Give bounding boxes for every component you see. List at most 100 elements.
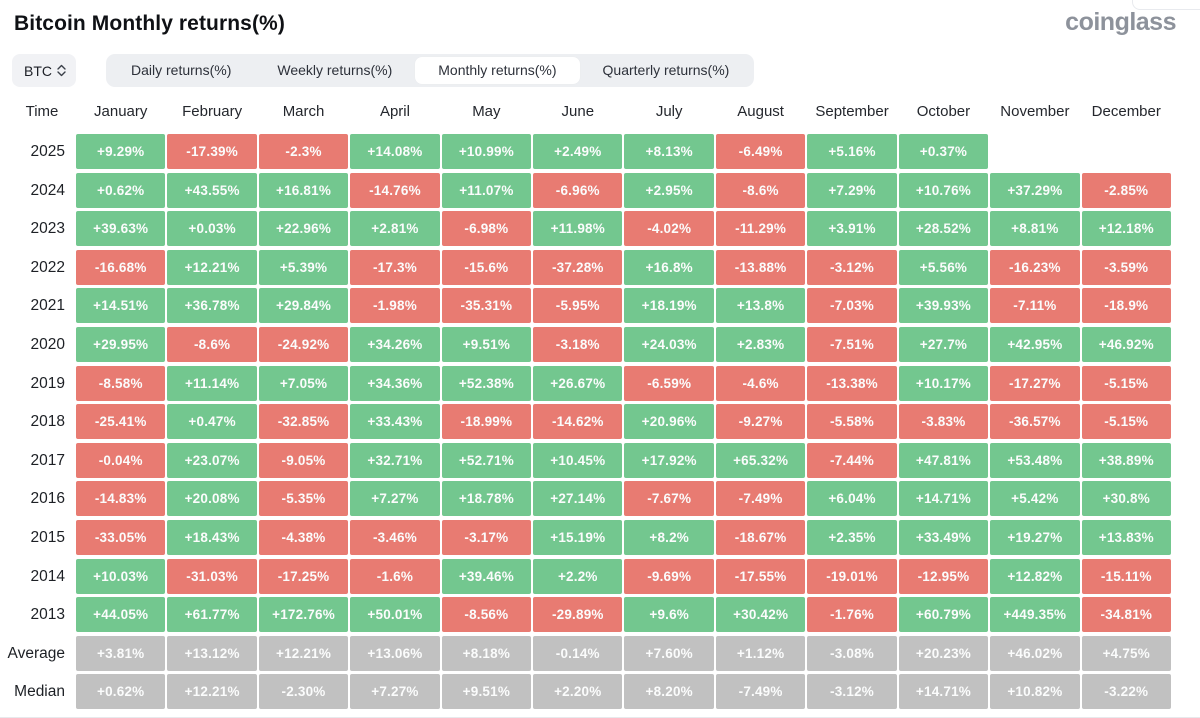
return-cell: +34.36% [350, 365, 440, 401]
return-cell: +10.17% [898, 365, 989, 401]
return-cell: -5.15% [1081, 404, 1171, 440]
row-label: 2015 [30, 528, 65, 546]
return-cell: -1.76% [807, 597, 897, 633]
return-cell: +0.47% [167, 404, 257, 440]
table-row: 2024 +0.62% +43.55% +16.81% -14.76% +11.07% -6… [0, 172, 1171, 208]
month-header: January [94, 103, 148, 120]
return-cell: -32.85% [258, 404, 349, 440]
return-cell: +449.35% [990, 597, 1080, 633]
row-label: 2021 [30, 297, 65, 315]
return-cell: +12.18% [1081, 211, 1171, 247]
return-cell: +5.42% [990, 481, 1080, 517]
return-cell: +65.32% [715, 442, 806, 478]
return-cell: -33.05% [76, 519, 166, 555]
return-cell: +10.99% [441, 134, 532, 169]
tab-daily-returns[interactable]: Daily returns(%) [131, 62, 232, 78]
return-cell: -7.51% [807, 326, 897, 362]
row-label: 2013 [30, 606, 65, 624]
return-cell: +28.52% [898, 211, 989, 247]
return-cell: -17.55% [715, 558, 806, 594]
return-cell: -3.59% [1081, 249, 1171, 285]
table-row: 2013 +44.05% +61.77% +172.76% +50.01% -8.56% -… [0, 597, 1171, 633]
return-cell: +9.6% [624, 597, 714, 633]
return-cell: -3.18% [533, 326, 623, 362]
row-label: Average [7, 644, 65, 662]
return-cell: +9.29% [76, 134, 166, 169]
return-cell: +39.46% [441, 558, 532, 594]
return-cell: +20.96% [624, 404, 714, 440]
return-cell: -5.95% [533, 288, 623, 324]
return-cell: -34.81% [1081, 597, 1171, 633]
return-cell: -18.99% [441, 404, 532, 440]
month-header: June [561, 103, 595, 120]
return-cell: +34.26% [350, 326, 440, 362]
table-row: 2019 -8.58% +11.14% +7.05% +34.36% +52.38% +26… [0, 365, 1171, 401]
return-cell: -25.41% [76, 404, 166, 440]
month-header: October [916, 103, 971, 120]
return-cell: +50.01% [350, 597, 440, 633]
return-cell: -9.05% [258, 442, 349, 478]
return-cell: +172.76% [258, 597, 349, 633]
return-cell: -4.38% [258, 519, 349, 555]
return-cell: -4.02% [624, 211, 714, 247]
tab-quarterly-returns[interactable]: Quarterly returns(%) [602, 62, 730, 78]
row-label: 2014 [30, 567, 65, 585]
return-cell: +42.95% [990, 326, 1080, 362]
return-cell: +32.71% [350, 442, 440, 478]
months-header-row: Time January February March April May June Jul… [0, 98, 1171, 126]
return-cell: +5.56% [898, 249, 989, 285]
return-cell: +30.42% [715, 597, 806, 633]
month-header: February [182, 103, 243, 120]
month-header: August [737, 103, 784, 120]
return-cell: -4.6% [715, 365, 806, 401]
month-header: April [379, 103, 410, 120]
return-cell: -35.31% [441, 288, 532, 324]
return-cell: -2.3% [258, 134, 349, 169]
return-cell: +2.35% [807, 519, 897, 555]
row-label: 2023 [30, 220, 65, 238]
return-cell: -36.57% [990, 404, 1080, 440]
return-cell: -6.98% [441, 211, 532, 247]
return-cell: -8.58% [76, 365, 166, 401]
row-label: 2016 [30, 490, 65, 508]
return-cell: +16.8% [624, 249, 714, 285]
month-header: May [472, 103, 501, 120]
return-cell: -7.11% [990, 288, 1080, 324]
return-cell: +13.12% [167, 635, 257, 671]
time-column-header: Time [25, 103, 59, 120]
return-cell: -11.29% [715, 211, 806, 247]
tab-weekly-returns[interactable]: Weekly returns(%) [277, 62, 393, 78]
symbol-select[interactable]: BTC [12, 54, 76, 87]
table-body: 2025 +9.29% -17.39% -2.3% +14.08% +10.99% +2.4… [0, 134, 1171, 710]
return-cell: -16.68% [76, 249, 166, 285]
return-cell: +18.78% [441, 481, 532, 517]
chevron-updown-icon [57, 64, 66, 77]
return-cell: +0.03% [167, 211, 257, 247]
return-cell: +2.49% [533, 134, 623, 169]
month-header: March [282, 103, 325, 120]
table-row: 2025 +9.29% -17.39% -2.3% +14.08% +10.99% +2.4… [0, 134, 1171, 169]
table-row: 2014 +10.03% -31.03% -17.25% -1.6% +39.46% +2.… [0, 558, 1171, 594]
row-label: 2024 [30, 181, 65, 199]
return-cell: -2.30% [258, 674, 349, 710]
return-cell: -14.76% [350, 172, 440, 208]
return-cell: +43.55% [167, 172, 257, 208]
return-cell: +3.81% [76, 635, 166, 671]
return-cell: -17.39% [167, 134, 257, 169]
return-cell: -1.6% [350, 558, 440, 594]
return-cell: +7.29% [807, 172, 897, 208]
return-cell: -6.49% [715, 134, 806, 169]
return-cell: -3.12% [807, 674, 897, 710]
return-cell: +11.07% [441, 172, 532, 208]
tab-monthly-returns[interactable]: Monthly returns(%) [415, 57, 580, 84]
return-cell: +26.67% [533, 365, 623, 401]
return-cell: +17.92% [624, 442, 714, 478]
row-label: 2017 [30, 451, 65, 469]
return-cell: +13.8% [715, 288, 806, 324]
table-row: 2022 -16.68% +12.21% +5.39% -17.3% -15.6% -37.… [0, 249, 1171, 285]
return-cell: +29.95% [76, 326, 166, 362]
return-cell: -7.49% [715, 674, 806, 710]
return-cell [1082, 134, 1171, 169]
return-cell: -5.15% [1081, 365, 1171, 401]
return-cell: +22.96% [258, 211, 349, 247]
